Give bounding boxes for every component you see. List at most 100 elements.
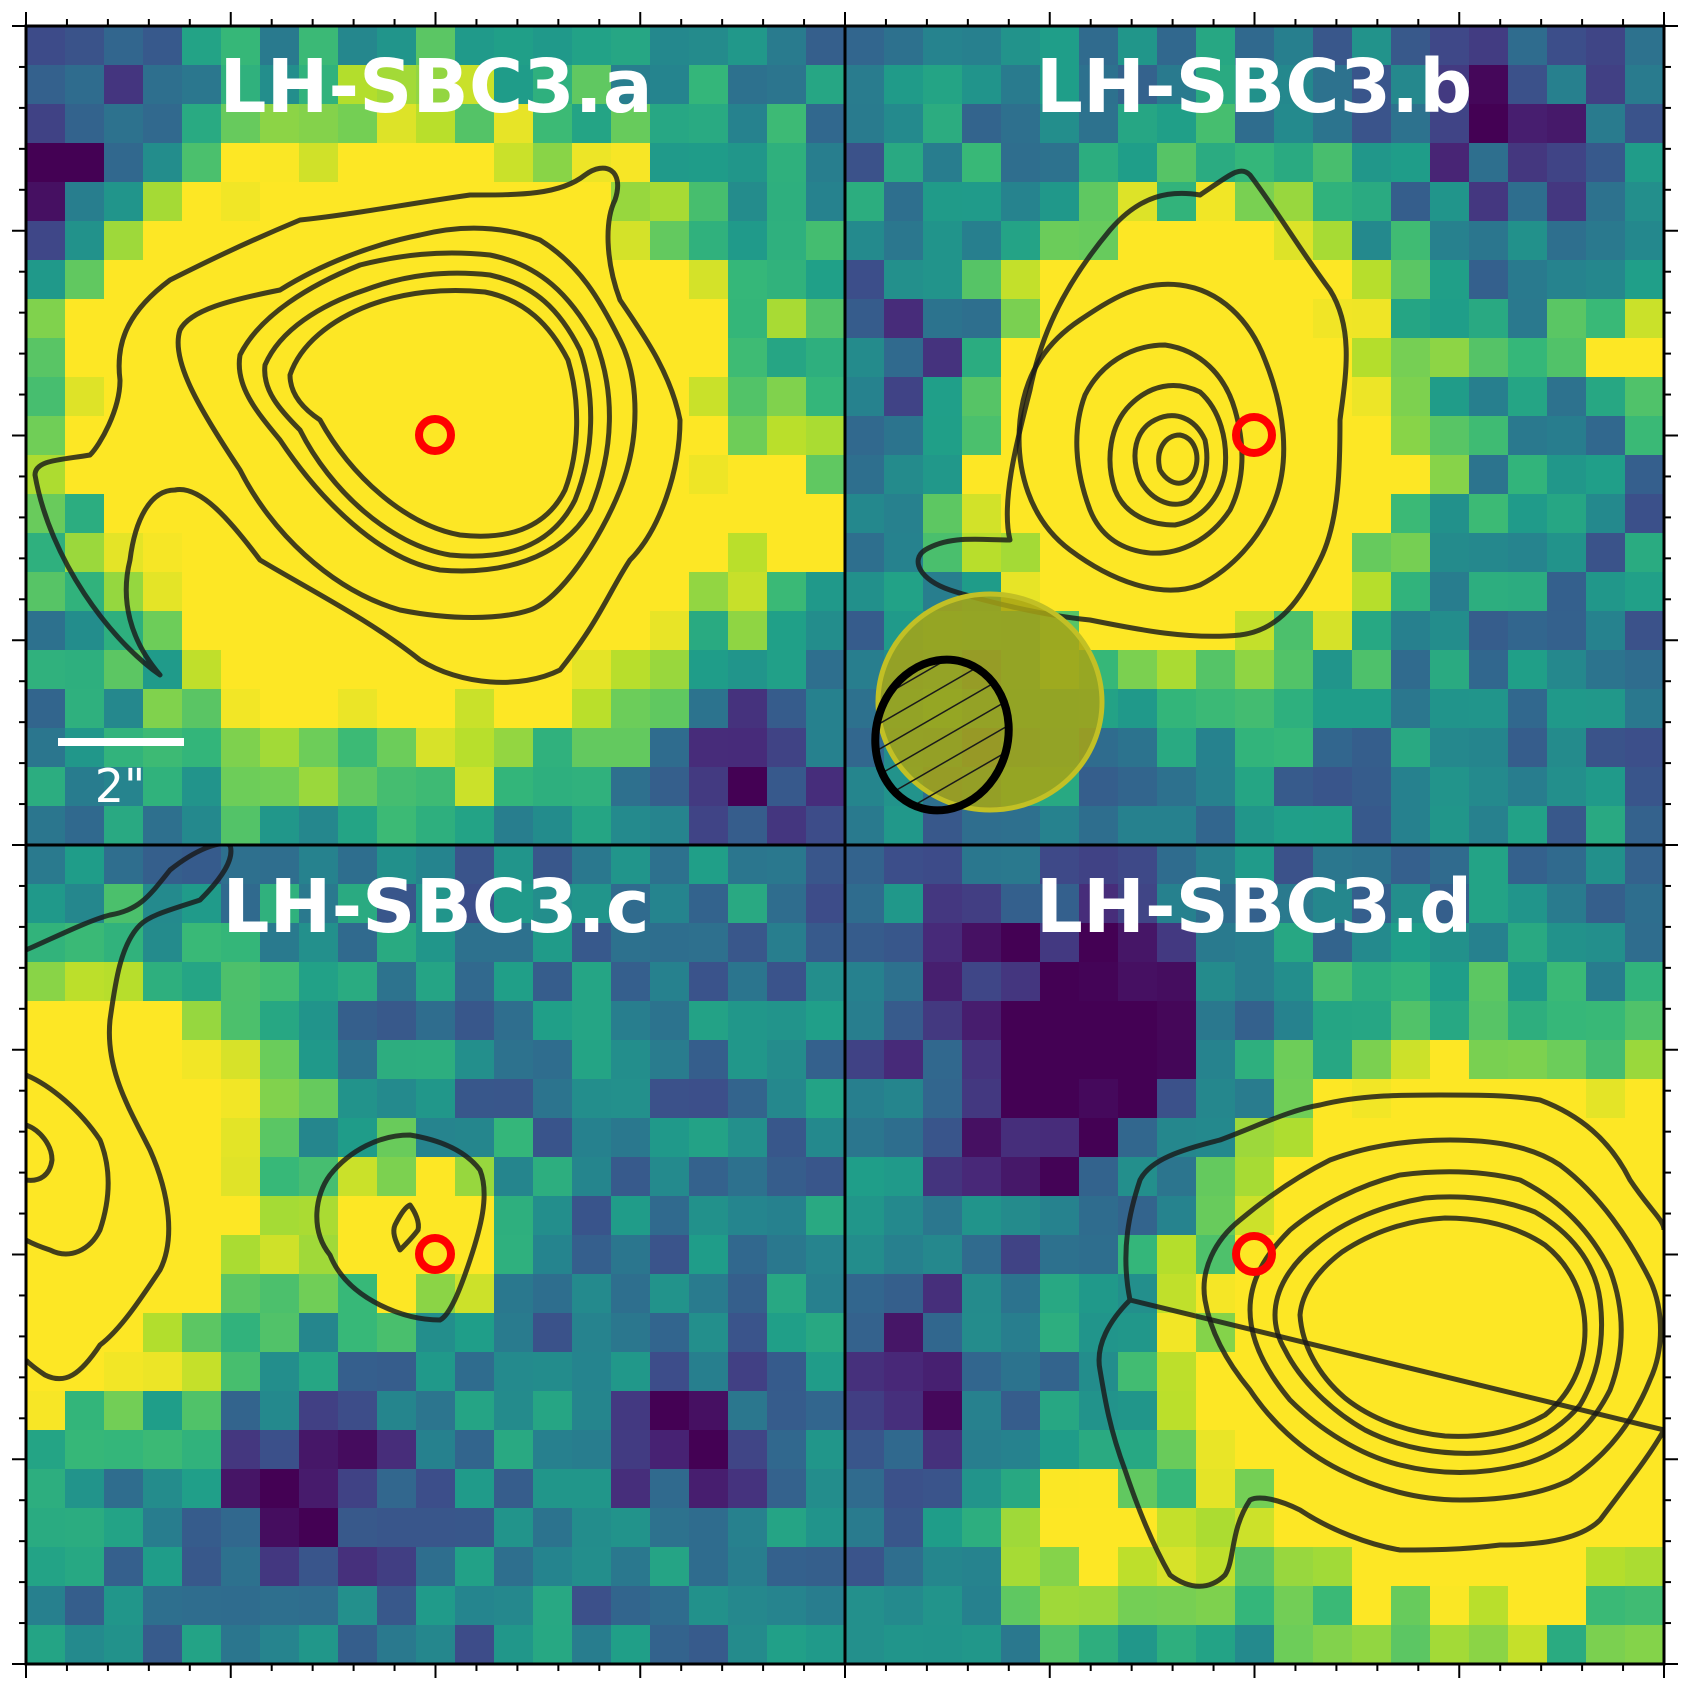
map-pixel bbox=[1469, 26, 1509, 66]
map-pixel bbox=[1040, 1157, 1080, 1197]
map-pixel bbox=[1079, 1625, 1119, 1664]
map-pixel bbox=[611, 845, 651, 885]
map-pixel bbox=[1430, 689, 1470, 729]
contour-line bbox=[287, 288, 580, 539]
map-pixel bbox=[533, 1547, 573, 1587]
map-pixel bbox=[338, 1352, 378, 1392]
map-pixel bbox=[1040, 923, 1080, 963]
map-pixel bbox=[806, 572, 845, 612]
map-pixel bbox=[1040, 1196, 1080, 1236]
map-pixel bbox=[494, 26, 534, 66]
map-pixel bbox=[1157, 1196, 1197, 1236]
map-pixel bbox=[104, 104, 144, 144]
map-pixel bbox=[1040, 1352, 1080, 1392]
map-pixel bbox=[143, 1274, 183, 1314]
map-pixel bbox=[26, 1586, 66, 1626]
map-pixel bbox=[845, 416, 885, 456]
map-pixel bbox=[1547, 728, 1587, 768]
map-pixel bbox=[182, 1352, 222, 1392]
map-pixel bbox=[1079, 182, 1119, 222]
map-pixel bbox=[182, 1547, 222, 1587]
map-pixel bbox=[1469, 1586, 1509, 1626]
map-pixel bbox=[806, 1274, 845, 1314]
map-pixel bbox=[1430, 572, 1470, 612]
map-pixel bbox=[767, 494, 807, 534]
map-pixel bbox=[767, 1235, 807, 1275]
map-pixel bbox=[104, 533, 144, 573]
map-pixel bbox=[143, 923, 183, 963]
map-pixel bbox=[689, 494, 729, 534]
map-pixel bbox=[533, 1625, 573, 1664]
map-pixel bbox=[1352, 494, 1392, 534]
map-pixel bbox=[26, 1391, 66, 1431]
map-pixel bbox=[806, 533, 845, 573]
map-pixel bbox=[1079, 104, 1119, 144]
map-pixel bbox=[728, 533, 768, 573]
map-pixel bbox=[845, 1118, 885, 1158]
map-pixel bbox=[1430, 533, 1470, 573]
map-pixel bbox=[1586, 689, 1626, 729]
map-pixel bbox=[611, 1235, 651, 1275]
map-pixel bbox=[1508, 1352, 1548, 1392]
map-pixel bbox=[65, 1469, 105, 1509]
map-pixel bbox=[533, 1430, 573, 1470]
map-pixel bbox=[1040, 1001, 1080, 1041]
map-pixel bbox=[1118, 728, 1158, 768]
map-pixel bbox=[1586, 377, 1626, 417]
map-pixel bbox=[1118, 1001, 1158, 1041]
map-pixel bbox=[104, 1235, 144, 1275]
map-pixel bbox=[416, 299, 456, 339]
map-pixel bbox=[260, 1274, 300, 1314]
map-pixel bbox=[650, 416, 690, 456]
map-pixel bbox=[26, 338, 66, 378]
map-pixel bbox=[1274, 1118, 1314, 1158]
map-pixel bbox=[1391, 338, 1431, 378]
map-pixel bbox=[26, 182, 66, 222]
map-pixel bbox=[1586, 26, 1626, 66]
map-pixel bbox=[1235, 1040, 1275, 1080]
map-pixel bbox=[962, 494, 1002, 534]
map-pixel bbox=[260, 1040, 300, 1080]
map-pixel bbox=[260, 1469, 300, 1509]
map-pixel bbox=[143, 767, 183, 807]
map-pixel bbox=[650, 533, 690, 573]
map-pixel bbox=[1547, 923, 1587, 963]
map-pixel bbox=[962, 104, 1002, 144]
map-pixel bbox=[338, 962, 378, 1002]
map-pixel bbox=[611, 650, 651, 690]
map-pixel bbox=[728, 26, 768, 66]
map-pixel bbox=[65, 26, 105, 66]
map-pixel bbox=[299, 806, 339, 845]
contour-line bbox=[1107, 383, 1229, 528]
map-pixel bbox=[1118, 104, 1158, 144]
map-pixel bbox=[1469, 650, 1509, 690]
map-pixel bbox=[1586, 1625, 1626, 1664]
map-pixel bbox=[1274, 689, 1314, 729]
map-pixel bbox=[455, 1391, 495, 1431]
map-pixel bbox=[1079, 143, 1119, 183]
map-pixel bbox=[182, 1196, 222, 1236]
map-pixel bbox=[1235, 1547, 1275, 1587]
map-pixel bbox=[65, 1625, 105, 1664]
map-pixel bbox=[689, 1157, 729, 1197]
map-pixel bbox=[1196, 260, 1236, 300]
map-pixel bbox=[1391, 1625, 1431, 1664]
map-pixel bbox=[416, 143, 456, 183]
map-pixel bbox=[1469, 494, 1509, 534]
map-pixel bbox=[767, 182, 807, 222]
map-pixel bbox=[689, 572, 729, 612]
map-pixel bbox=[1040, 26, 1080, 66]
map-pixel bbox=[494, 1469, 534, 1509]
map-pixel bbox=[377, 1430, 417, 1470]
map-pixel bbox=[923, 923, 963, 963]
map-pixel bbox=[1001, 299, 1041, 339]
map-pixel bbox=[572, 1586, 612, 1626]
map-pixel bbox=[689, 1313, 729, 1353]
map-pixel bbox=[1313, 1040, 1353, 1080]
map-pixel bbox=[65, 455, 105, 495]
map-pixel bbox=[728, 143, 768, 183]
map-pixel bbox=[1625, 923, 1664, 963]
map-pixel bbox=[1586, 1040, 1626, 1080]
map-pixel bbox=[767, 1040, 807, 1080]
map-pixel bbox=[1391, 845, 1431, 885]
